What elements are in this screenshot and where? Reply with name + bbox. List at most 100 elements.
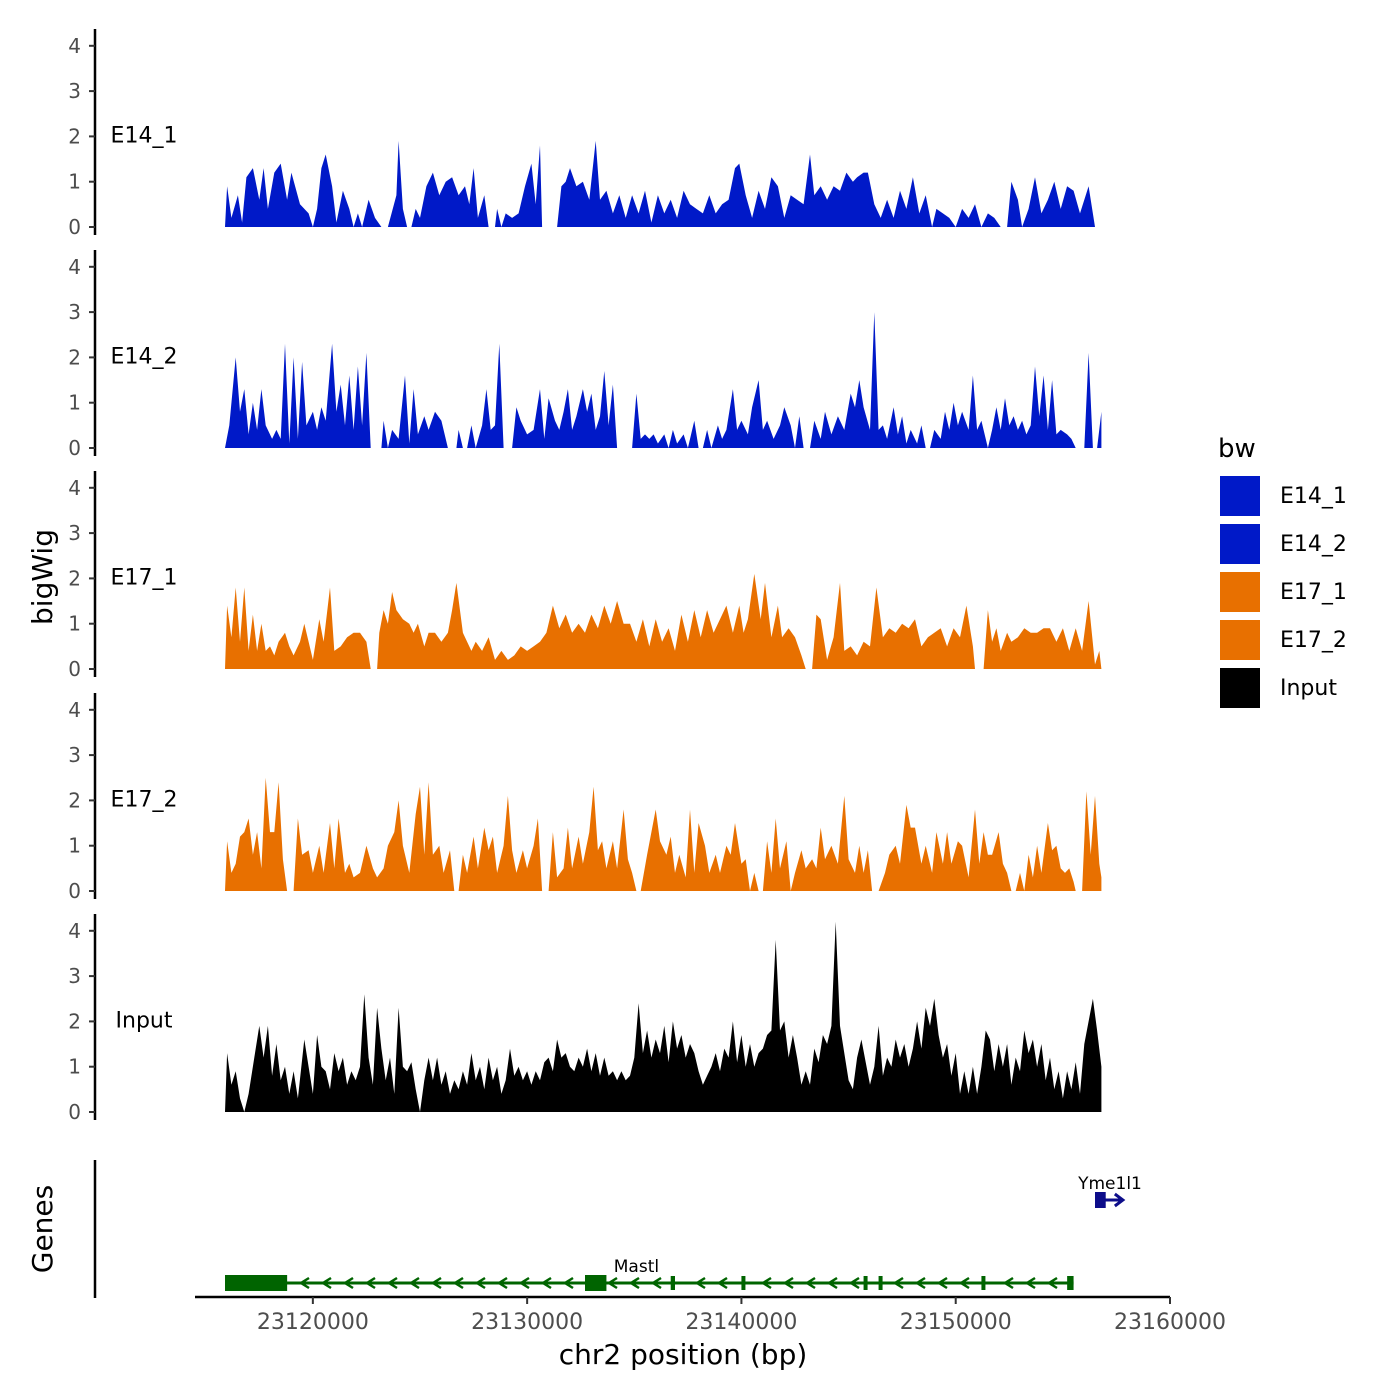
strand-chevron (562, 1276, 574, 1290)
gene-exon (670, 1276, 675, 1290)
coverage-area-E17_1 (225, 573, 1102, 669)
track-Input: 0 1 2 3 4 Input (68, 914, 1102, 1124)
y-tick-label: 2 (68, 566, 81, 590)
y-axis-label: bigWig (26, 529, 59, 625)
strand-chevron (694, 1276, 706, 1290)
strand-chevron (650, 1276, 662, 1290)
track-E14_2: 0 1 2 3 4 E14_2 (68, 250, 1102, 460)
y-tick-label: 2 (68, 345, 81, 369)
strand-chevron (606, 1276, 618, 1290)
y-tick-label: 3 (68, 300, 81, 324)
strand-chevron (298, 1276, 310, 1290)
genes-panel-label: Genes (26, 1185, 59, 1273)
strand-chevron (826, 1276, 838, 1290)
coverage-area-E17_2 (225, 777, 1102, 891)
legend-swatch (1218, 474, 1262, 518)
y-tick-label: 1 (68, 612, 81, 636)
track-label: Input (116, 1008, 173, 1033)
legend-swatch (1218, 618, 1262, 662)
legend-label: E14_2 (1280, 531, 1347, 557)
legend-items: E14_1 E14_2 E17_1 E17_2 Input (1218, 472, 1388, 712)
strand-chevron (430, 1276, 442, 1290)
legend-title: bw (1218, 434, 1256, 464)
y-tick-label: 0 (68, 879, 81, 903)
x-tick-label: 23150000 (900, 1310, 1012, 1335)
x-tick-label: 23140000 (685, 1310, 797, 1335)
y-tick-label: 4 (68, 698, 81, 722)
strand-chevron (474, 1276, 486, 1290)
strand-chevron (716, 1276, 728, 1290)
track-E17_1: 0 1 2 3 4 E17_1 (68, 471, 1102, 681)
gene-Mastl: Mastl (225, 1257, 1074, 1291)
strand-chevron (1046, 1276, 1058, 1290)
y-tick-label: 0 (68, 657, 81, 681)
legend-label: E14_1 (1280, 483, 1347, 509)
gene-track: Mastl Yme1l1 (93, 1160, 1142, 1298)
strand-chevron (914, 1276, 926, 1290)
strand-chevron (518, 1276, 530, 1290)
strand-chevron (408, 1276, 420, 1290)
y-tick-label: 0 (68, 1100, 81, 1124)
x-tick-label: 23160000 (1114, 1310, 1226, 1335)
strand-chevron (1024, 1276, 1036, 1290)
y-tick-label: 1 (68, 1055, 81, 1079)
coverage-tracks: 0 1 2 3 4 E14_1 0 1 2 3 4 E14_2 0 1 2 3 4 E17_1 0 1 2 3 4 E17_2… (68, 29, 1102, 1124)
strand-chevron (936, 1276, 948, 1290)
gene-end-arrow (1113, 1192, 1126, 1208)
y-tick-label: 2 (68, 788, 81, 812)
gene-exon (981, 1276, 986, 1290)
strand-chevron (342, 1276, 354, 1290)
x-tick-label: 23130000 (471, 1310, 583, 1335)
strand-chevron (892, 1276, 904, 1290)
y-tick-label: 1 (68, 391, 81, 415)
coverage-area-E14_1 (225, 140, 1102, 227)
track-E14_1: 0 1 2 3 4 E14_1 (68, 29, 1102, 239)
y-tick-label: 3 (68, 521, 81, 545)
gene-exon (863, 1276, 868, 1290)
gene-name-label: Yme1l1 (1077, 1174, 1142, 1194)
coverage-area-Input (225, 921, 1102, 1112)
gene-exon (225, 1275, 288, 1291)
strand-chevron (386, 1276, 398, 1290)
strand-chevron (760, 1276, 772, 1290)
legend-item-E14_1: E14_1 (1218, 472, 1388, 520)
gene-name-label: Mastl (614, 1257, 659, 1277)
legend-swatch (1218, 522, 1262, 566)
legend-label: Input (1280, 675, 1337, 701)
strand-chevron (958, 1276, 970, 1290)
legend-swatch (1218, 666, 1262, 710)
strand-chevron (364, 1276, 376, 1290)
legend-label: E17_2 (1280, 627, 1347, 653)
y-tick-label: 3 (68, 743, 81, 767)
y-tick-label: 4 (68, 919, 81, 943)
strand-chevron (848, 1276, 860, 1290)
y-tick-label: 2 (68, 124, 81, 148)
x-tick-label: 23120000 (257, 1310, 369, 1335)
legend-swatch (1218, 570, 1262, 614)
y-tick-label: 4 (68, 476, 81, 500)
y-tick-label: 0 (68, 215, 81, 239)
x-axis-label: chr2 position (bp) (559, 1338, 808, 1371)
y-tick-label: 1 (68, 170, 81, 194)
y-tick-label: 0 (68, 436, 81, 460)
legend-item-Input: Input (1218, 664, 1388, 712)
strand-chevron (804, 1276, 816, 1290)
legend-item-E17_1: E17_1 (1218, 568, 1388, 616)
strand-chevron (1002, 1276, 1014, 1290)
gene-exon (1067, 1276, 1074, 1290)
legend-item-E17_2: E17_2 (1218, 616, 1388, 664)
x-axis: 23120000 23130000 23140000 23150000 23160000 (195, 1295, 1226, 1335)
y-tick-label: 1 (68, 834, 81, 858)
legend: bw E14_1 E14_2 E17_1 E17_2 Input (1218, 432, 1388, 712)
track-E17_2: 0 1 2 3 4 E17_2 (68, 693, 1102, 903)
gene-exon (741, 1276, 746, 1290)
track-label: E14_1 (111, 123, 178, 148)
gene-exon (878, 1276, 883, 1290)
gene-Yme1l1: Yme1l1 (1077, 1174, 1142, 1208)
strand-chevron (628, 1276, 640, 1290)
legend-label: E17_1 (1280, 579, 1347, 605)
legend-item-E14_2: E14_2 (1218, 520, 1388, 568)
track-label: E14_2 (111, 344, 178, 369)
